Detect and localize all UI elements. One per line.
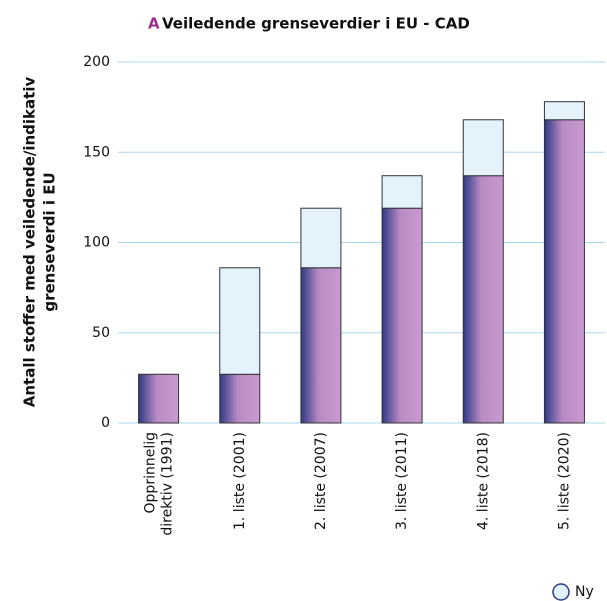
x-tick-label: direktiv (1991) [160, 432, 176, 536]
y-tick-label: 50 [92, 325, 110, 341]
y-tick-label: 200 [83, 54, 110, 70]
bar-segment [462, 119, 504, 177]
bar-segment [219, 267, 261, 375]
y-axis-label: grenseverdi i EU [41, 172, 59, 311]
x-tick-label: 5. liste (2020) [556, 432, 572, 530]
y-tick-label: 150 [83, 144, 110, 160]
x-tick-label: 1. liste (2001) [232, 432, 248, 530]
bar-segment [138, 373, 180, 424]
bar-segment [381, 207, 423, 424]
bar-segment [543, 119, 585, 424]
legend-swatch [552, 583, 570, 601]
y-axis-label: Antall stoffer med veiledende/indikativ [21, 77, 39, 408]
x-tick-label: 2. liste (2007) [313, 432, 329, 530]
legend-label: Ny [575, 584, 594, 600]
panel-label: A [148, 15, 160, 33]
bar-segment [543, 101, 585, 121]
y-tick-label: 0 [101, 415, 110, 431]
bar-segment [219, 373, 261, 424]
bar-segment [300, 207, 342, 269]
x-tick-label: Opprinnelig [143, 432, 159, 513]
bar-segment [300, 267, 342, 424]
bar-segment [381, 175, 423, 209]
chart-title: Veiledende grenseverdier i EU - CAD [162, 15, 470, 33]
x-tick-label: 3. liste (2011) [394, 432, 410, 530]
y-tick-label: 100 [83, 235, 110, 251]
bar-segment [462, 175, 504, 424]
x-tick-label: 4. liste (2018) [475, 432, 491, 530]
